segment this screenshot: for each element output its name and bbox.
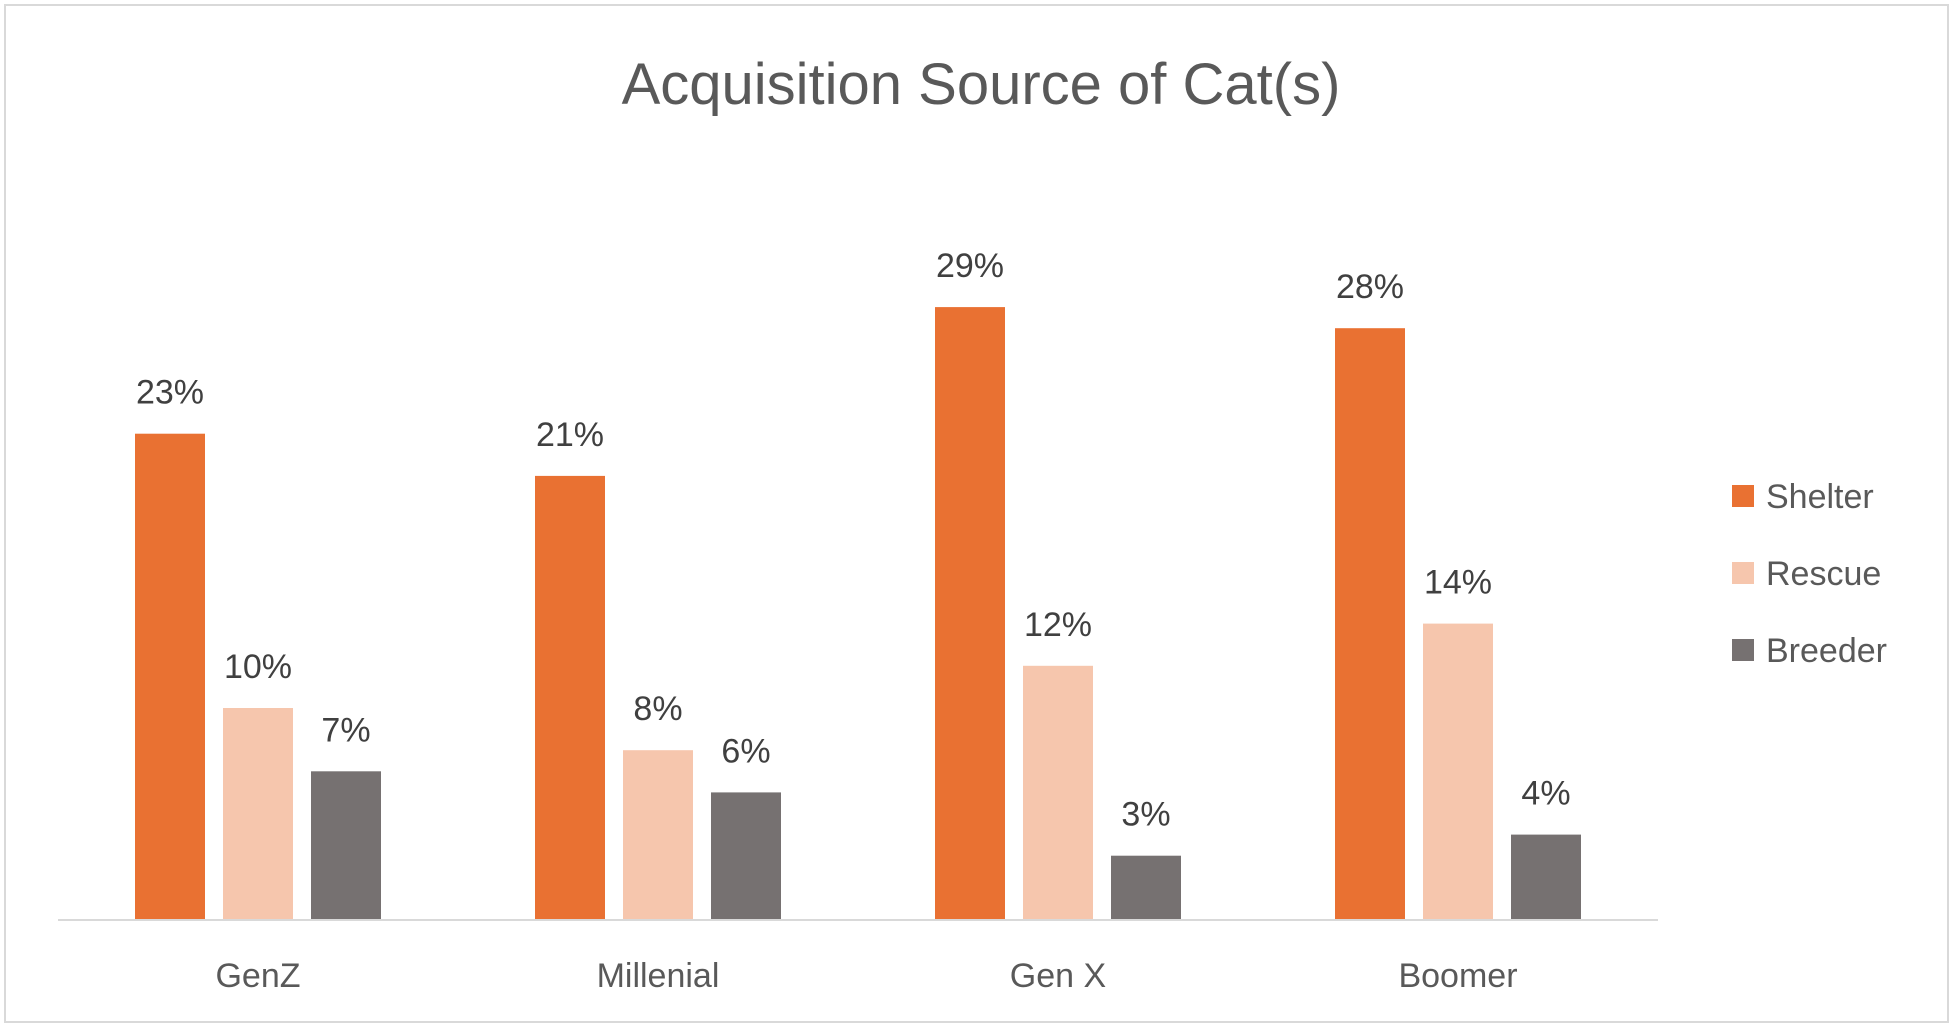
data-label-shelter-genz: 23% bbox=[136, 374, 204, 412]
bar-rescue-genz bbox=[223, 708, 293, 919]
data-label-shelter-boomer: 28% bbox=[1336, 268, 1404, 306]
data-label-breeder-gen-x: 3% bbox=[1121, 796, 1170, 834]
legend-swatch-shelter bbox=[1732, 485, 1754, 507]
bar-breeder-boomer bbox=[1511, 834, 1581, 919]
bar-rescue-gen-x bbox=[1023, 665, 1093, 919]
data-label-shelter-gen-x: 29% bbox=[936, 247, 1004, 285]
legend-swatch-rescue bbox=[1732, 562, 1754, 584]
data-label-shelter-millenial: 21% bbox=[536, 416, 604, 454]
bar-shelter-genz bbox=[135, 433, 205, 919]
data-label-breeder-genz: 7% bbox=[321, 711, 370, 749]
legend-swatch-breeder bbox=[1732, 639, 1754, 661]
bar-shelter-millenial bbox=[535, 475, 605, 919]
legend-label-rescue: Rescue bbox=[1766, 555, 1881, 593]
data-label-breeder-boomer: 4% bbox=[1521, 775, 1570, 813]
category-label-genz: GenZ bbox=[215, 957, 300, 995]
legend-item-breeder: Breeder bbox=[1732, 632, 1887, 670]
bar-chart: Acquisition Source of Cat(s) 23% 10% 7% 21%… bbox=[58, 52, 1887, 995]
legend-item-rescue: Rescue bbox=[1732, 555, 1881, 593]
data-label-rescue-genz: 10% bbox=[224, 648, 292, 686]
data-label-rescue-boomer: 14% bbox=[1424, 564, 1492, 602]
chart-frame: Acquisition Source of Cat(s) 23% 10% 7% 21%… bbox=[4, 4, 1949, 1023]
bar-breeder-gen-x bbox=[1111, 855, 1181, 919]
bar-rescue-boomer bbox=[1423, 623, 1493, 919]
category-labels: GenZ Millenial Gen X Boomer bbox=[215, 957, 1517, 995]
plot-area: 23% 10% 7% 21% 8% 6% 29% 12% 3% 28% 14% 4% bbox=[135, 247, 1581, 920]
category-label-boomer: Boomer bbox=[1398, 957, 1517, 995]
bar-shelter-gen-x bbox=[935, 307, 1005, 920]
category-label-gen-x: Gen X bbox=[1010, 957, 1106, 995]
bar-rescue-millenial bbox=[623, 750, 693, 919]
legend-item-shelter: Shelter bbox=[1732, 478, 1874, 516]
chart-title: Acquisition Source of Cat(s) bbox=[622, 52, 1341, 117]
data-label-rescue-millenial: 8% bbox=[633, 690, 682, 728]
data-label-breeder-millenial: 6% bbox=[721, 732, 770, 770]
legend: Shelter Rescue Breeder bbox=[1732, 478, 1887, 670]
category-label-millenial: Millenial bbox=[597, 957, 720, 995]
bar-shelter-boomer bbox=[1335, 328, 1405, 919]
legend-label-shelter: Shelter bbox=[1766, 478, 1874, 516]
bar-breeder-millenial bbox=[711, 792, 781, 919]
legend-label-breeder: Breeder bbox=[1766, 632, 1887, 670]
data-label-rescue-gen-x: 12% bbox=[1024, 606, 1092, 644]
bar-breeder-genz bbox=[311, 771, 381, 919]
